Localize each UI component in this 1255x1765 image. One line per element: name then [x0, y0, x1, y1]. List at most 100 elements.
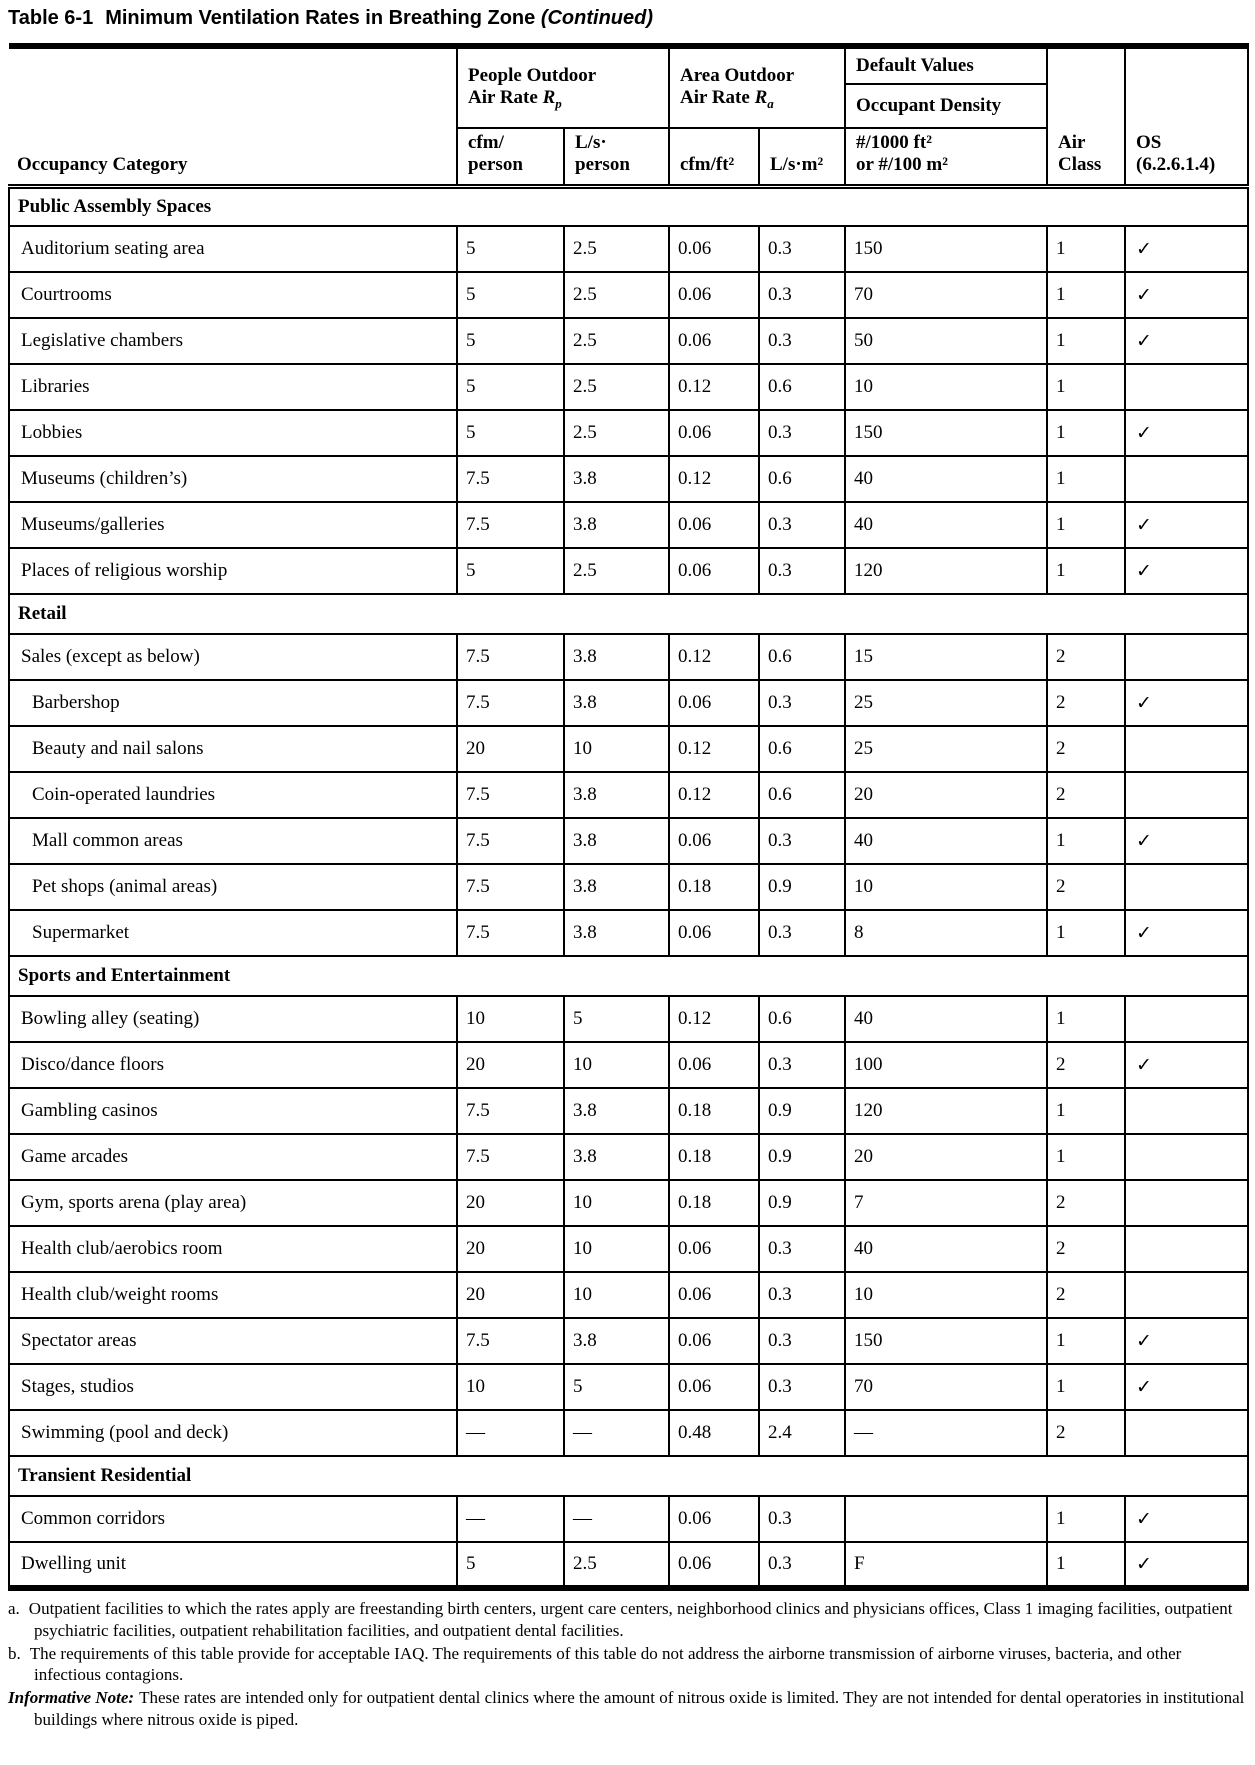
ra-cfm-cell: 0.06	[668, 1272, 759, 1319]
rp-cfm-cell: 7.5	[456, 634, 564, 681]
ra-ls-cell: 0.9	[757, 864, 846, 911]
footnote-b-text: The requirements of this table provide f…	[29, 1643, 1182, 1685]
rp-ls-cell: 3.8	[563, 772, 669, 819]
ra-cfm-cell: 0.18	[668, 1180, 759, 1227]
air-class-cell: 1	[1046, 1088, 1126, 1135]
ra-cfm-cell: 0.06	[668, 1318, 759, 1365]
ra-ls-cell: 0.3	[757, 680, 846, 727]
density-cell: 70	[844, 1364, 1048, 1411]
occupancy-cell: Museums/galleries	[8, 502, 457, 549]
ra-ls-cell: 0.3	[757, 1042, 846, 1089]
air-class-cell: 1	[1046, 996, 1126, 1043]
rp-cfm-cell: 20	[456, 1180, 564, 1227]
rp-ls-cell: 10	[563, 1272, 669, 1319]
ra-ls-cell: 0.3	[757, 910, 846, 957]
density-cell: 120	[844, 548, 1048, 595]
occupancy-cell: Disco/dance floors	[8, 1042, 457, 1089]
ra-ls-cell: 0.6	[757, 456, 846, 503]
section-row: Sports and Entertainment	[7, 956, 1250, 997]
os-cell: ✓	[1124, 410, 1250, 457]
rp-ls-cell: 10	[563, 1042, 669, 1089]
ra-cfm-cell: 0.18	[668, 1088, 759, 1135]
ra-ls-cell: 0.3	[757, 1496, 846, 1543]
os-cell: ✓	[1124, 226, 1250, 273]
air-class-cell: 1	[1046, 318, 1126, 365]
rp-cfm-cell: 7.5	[456, 910, 564, 957]
os-cell	[1124, 1180, 1250, 1227]
table-number: Table 6-1	[8, 7, 94, 29]
table-row: Beauty and nail salons 20 10 0.12 0.6 25…	[8, 726, 1250, 773]
occupancy-cell: Barbershop	[8, 680, 457, 727]
air-class-cell: 2	[1046, 1410, 1126, 1457]
density-cell: 25	[844, 726, 1048, 773]
header-people-outdoor-air-rate: People Outdoor Air Rate Rp	[456, 43, 669, 129]
density-cell: 40	[844, 456, 1048, 503]
rp-cfm-cell: 7.5	[456, 818, 564, 865]
ra-cfm-cell: 0.06	[668, 318, 759, 365]
ra-cfm-cell: 0.06	[668, 680, 759, 727]
ra-ls-cell: 0.3	[757, 318, 846, 365]
section-title: Public Assembly Spaces	[7, 186, 1250, 227]
rp-cfm-cell: 20	[456, 1272, 564, 1319]
rp-cfm-cell: 7.5	[456, 502, 564, 549]
rp-ls-cell: 2.5	[563, 272, 669, 319]
rp-ls-cell: —	[563, 1496, 669, 1543]
header-density-units: #/1000 ft² or #/100 m²	[844, 128, 1048, 189]
occupancy-cell: Bowling alley (seating)	[8, 996, 457, 1043]
table-row: Spectator areas 7.5 3.8 0.06 0.3 150 1 ✓	[8, 1318, 1250, 1365]
ra-cfm-cell: 0.06	[668, 226, 759, 273]
os-cell	[1124, 1272, 1250, 1319]
air-class-cell: 1	[1046, 456, 1126, 503]
page-title: Table 6-1 Minimum Ventilation Rates in Br…	[8, 6, 1247, 30]
density-cell: 150	[844, 226, 1048, 273]
table-row: Stages, studios 10 5 0.06 0.3 70 1 ✓	[8, 1364, 1250, 1411]
os-cell: ✓	[1124, 1042, 1250, 1089]
table-row: Museums (children’s) 7.5 3.8 0.12 0.6 40…	[8, 456, 1250, 503]
footnote-b-label: b.	[8, 1643, 21, 1663]
density-cell: 150	[844, 1318, 1048, 1365]
air-class-cell: 2	[1046, 1272, 1126, 1319]
header-ls-person: L/s· person	[563, 128, 669, 189]
os-cell: ✓	[1124, 818, 1250, 865]
rp-ls-cell: 3.8	[563, 1134, 669, 1181]
os-cell: ✓	[1124, 1318, 1250, 1365]
ra-ls-cell: 0.6	[757, 772, 846, 819]
rp-cfm-cell: 7.5	[456, 680, 564, 727]
density-cell: 20	[844, 772, 1048, 819]
density-cell: 25	[844, 680, 1048, 727]
rp-ls-cell: 2.5	[563, 226, 669, 273]
table-body: Public Assembly Spaces Auditorium seatin…	[7, 186, 1250, 1591]
rp-cfm-cell: 10	[456, 1364, 564, 1411]
os-cell	[1124, 364, 1250, 411]
footnote-a-label: a.	[8, 1599, 20, 1618]
rp-cfm-cell: 7.5	[456, 1088, 564, 1135]
ra-ls-cell: 0.9	[757, 1180, 846, 1227]
rp-ls-cell: 5	[563, 996, 669, 1043]
rp-ls-cell: 3.8	[563, 456, 669, 503]
table-row: Supermarket 7.5 3.8 0.06 0.3 8 1 ✓	[8, 910, 1250, 957]
ra-ls-cell: 0.6	[757, 634, 846, 681]
air-class-cell: 2	[1046, 864, 1126, 911]
air-class-cell: 1	[1046, 272, 1126, 319]
header-occupancy-category: Occupancy Category	[9, 43, 457, 189]
os-cell	[1124, 456, 1250, 503]
table-row: Legislative chambers 5 2.5 0.06 0.3 50 1…	[8, 318, 1250, 365]
rate-symbol-rp: R	[542, 86, 556, 108]
rp-cfm-cell: 7.5	[456, 1134, 564, 1181]
os-cell: ✓	[1124, 318, 1250, 365]
table-row: Lobbies 5 2.5 0.06 0.3 150 1 ✓	[8, 410, 1250, 457]
ra-cfm-cell: 0.12	[668, 772, 759, 819]
rp-cfm-cell: 5	[456, 272, 564, 319]
section-title: Sports and Entertainment	[7, 956, 1250, 997]
rp-ls-cell: 2.5	[563, 410, 669, 457]
header-occupant-density: Occupant Density	[844, 84, 1048, 129]
air-class-cell: 1	[1046, 1364, 1126, 1411]
ra-cfm-cell: 0.06	[668, 910, 759, 957]
ra-ls-cell: 0.6	[757, 996, 846, 1043]
air-class-cell: 2	[1046, 634, 1126, 681]
rp-ls-cell: 3.8	[563, 680, 669, 727]
rp-cfm-cell: 7.5	[456, 456, 564, 503]
rp-ls-cell: 3.8	[563, 1318, 669, 1365]
rp-ls-cell: 3.8	[563, 818, 669, 865]
ventilation-rates-table: Occupancy Category People Outdoor Air Ra…	[7, 43, 1250, 1591]
